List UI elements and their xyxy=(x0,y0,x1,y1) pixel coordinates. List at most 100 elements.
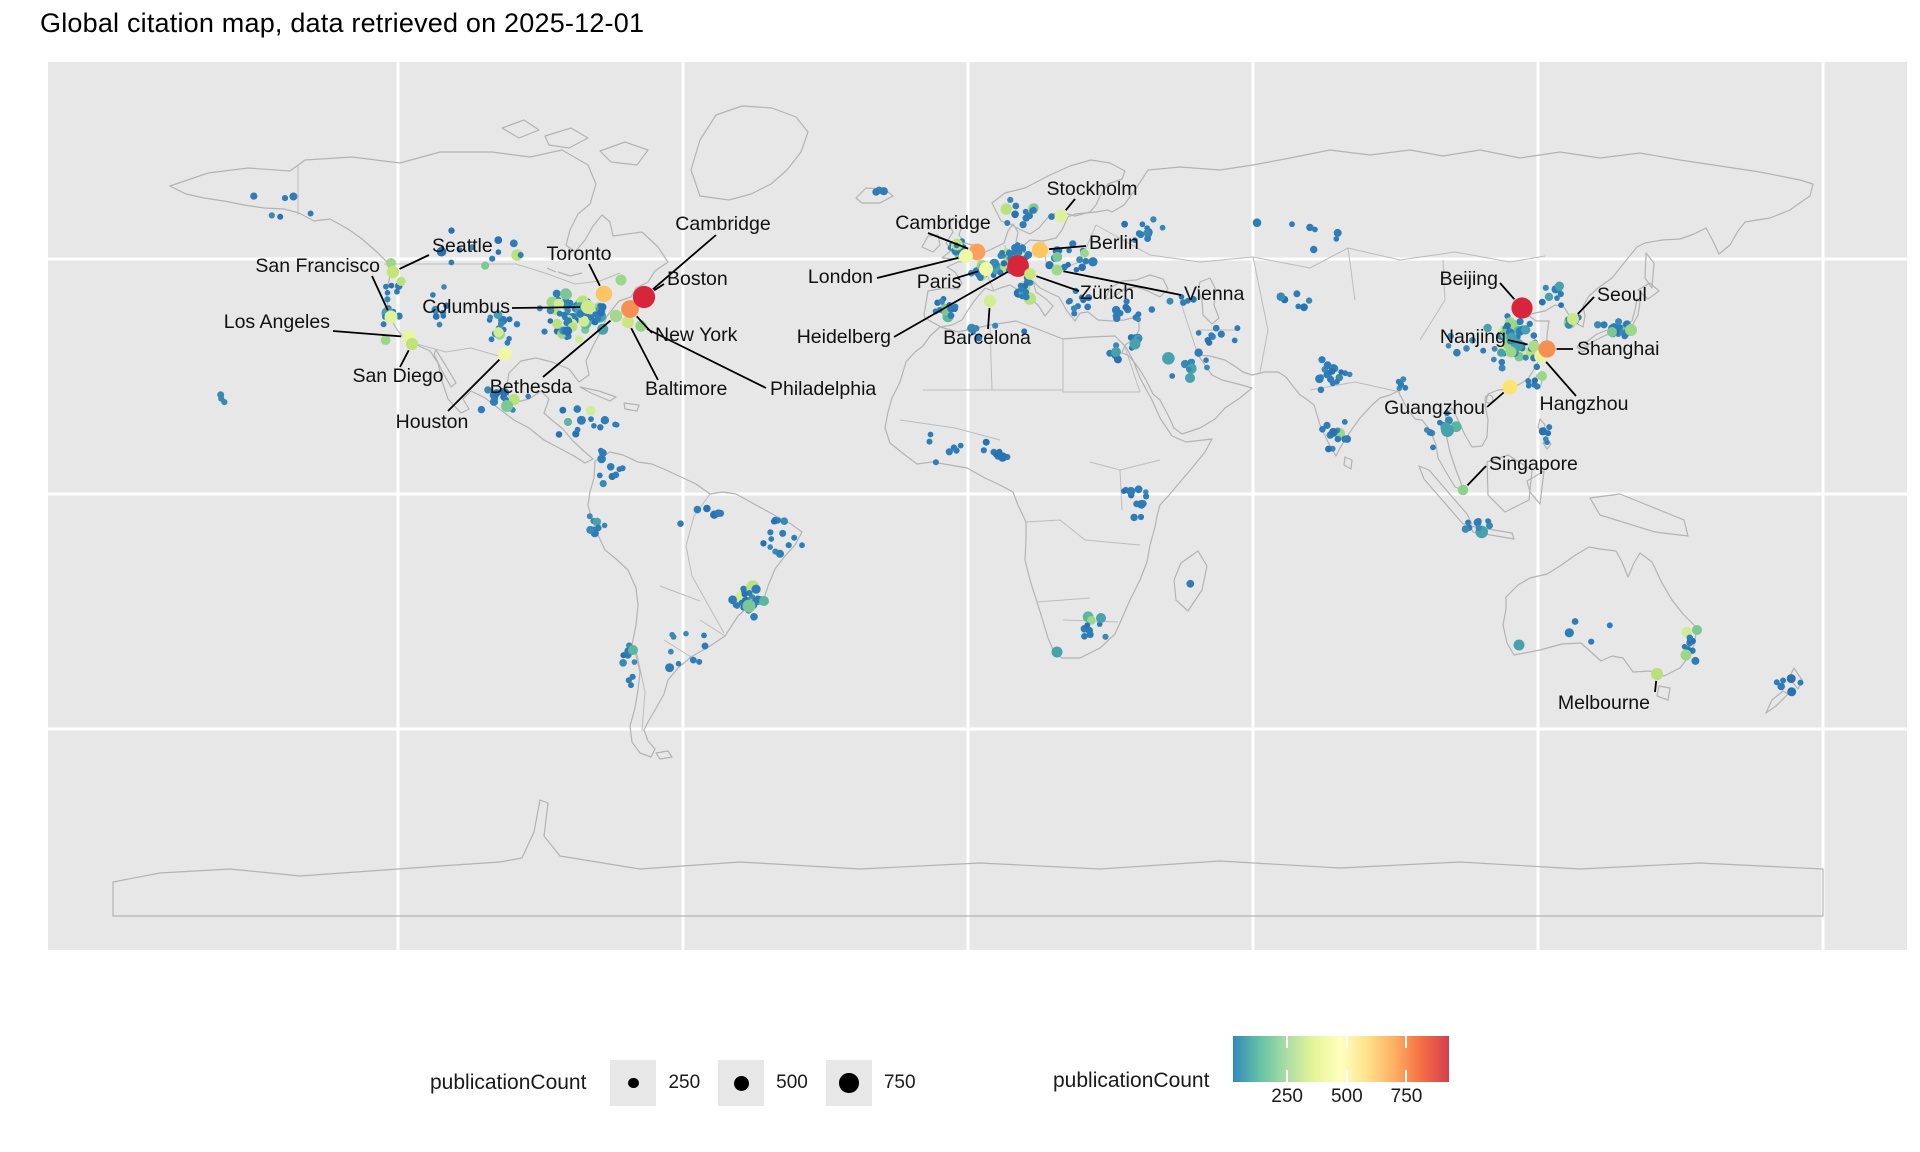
data-point-eastern-europe xyxy=(1069,240,1077,248)
data-point-alaska xyxy=(307,210,314,217)
data-point-japan xyxy=(1621,332,1628,340)
data-point-india-south xyxy=(1341,419,1348,425)
data-point-mexico-city xyxy=(501,400,513,412)
data-point-west-africa xyxy=(945,448,953,456)
data-point-west-africa xyxy=(957,442,964,449)
city-dot-guangzhou xyxy=(1502,379,1518,395)
data-point-brazil-ne xyxy=(799,542,805,549)
data-point-eastern-europe xyxy=(1052,251,1063,262)
data-point-west-africa xyxy=(926,438,933,445)
data-point-china-east xyxy=(1522,354,1529,361)
data-point-central-asia xyxy=(1295,303,1302,310)
city-dot-new-york xyxy=(621,300,639,318)
coast-africa xyxy=(884,320,1213,659)
data-point-central-asia xyxy=(1293,290,1301,298)
data-point-arabian-gulf xyxy=(1203,357,1209,364)
data-point-china-west xyxy=(1445,343,1452,349)
data-point-us-east xyxy=(597,323,609,335)
data-point-australia-east xyxy=(1686,634,1694,641)
coast-sakhalin xyxy=(1644,252,1655,289)
leader-line-paris xyxy=(952,270,979,280)
city-dot-boston xyxy=(632,285,656,309)
data-point-central-asia xyxy=(1300,303,1308,312)
data-point-brazil-ne xyxy=(785,542,792,549)
city-label-houston: Houston xyxy=(396,411,469,433)
data-point-australia-other xyxy=(1606,622,1613,629)
city-label-london: London xyxy=(808,266,873,288)
city-label-cambridge: Cambridge xyxy=(675,213,770,235)
coast-cuba xyxy=(579,386,640,412)
data-point-eastern-europe xyxy=(1080,248,1089,258)
data-point-scandinavia xyxy=(1022,214,1030,222)
data-point-santiago xyxy=(628,645,638,655)
city-dot-barcelona xyxy=(983,294,997,308)
leader-line-zürich xyxy=(1036,275,1080,292)
coast-madagascar xyxy=(1173,550,1208,612)
city-label-melbourne: Melbourne xyxy=(1558,692,1650,714)
data-point-us-central xyxy=(487,314,494,321)
data-point-indonesia xyxy=(1461,525,1470,533)
data-point-brazil-se xyxy=(750,613,758,621)
city-label-seattle: Seattle xyxy=(432,235,493,257)
data-point-east-africa xyxy=(1143,493,1150,500)
data-point-philippines xyxy=(1543,436,1549,442)
coast-indonesia xyxy=(1418,454,1689,540)
data-point-se-asia xyxy=(1430,444,1436,451)
color-legend: publicationCount 250 500 750 xyxy=(1053,1036,1450,1108)
leader-line-stockholm xyxy=(1065,198,1076,211)
size-key-label: 250 xyxy=(668,1072,701,1093)
data-point-argentina xyxy=(701,632,707,639)
data-point-cairo xyxy=(1111,347,1121,357)
gradient-tick-label-500: 500 xyxy=(1330,1086,1363,1107)
leader-line-seattle xyxy=(399,254,430,270)
data-point-china-east xyxy=(1503,322,1511,330)
data-point-mexico xyxy=(525,393,531,400)
data-point-turkey xyxy=(1117,310,1124,317)
coast-baja xyxy=(433,349,457,388)
data-point-france xyxy=(977,274,984,282)
data-point-se-asia xyxy=(1437,419,1443,426)
data-point-canada xyxy=(481,261,490,270)
size-key-250: 250 xyxy=(610,1060,700,1106)
leader-line-vienna xyxy=(1063,270,1182,296)
data-point-canada xyxy=(448,227,455,234)
data-point-canada xyxy=(436,246,447,257)
data-point-india-south xyxy=(1341,435,1349,443)
city-dot-paris xyxy=(979,262,993,276)
data-point-south-africa xyxy=(1084,622,1091,628)
data-point-scandinavia xyxy=(1011,210,1019,219)
size-key-dot xyxy=(839,1073,859,1093)
data-point-balkans-greece xyxy=(1071,310,1078,317)
data-point-us-east xyxy=(547,318,554,324)
data-point-china-ne xyxy=(1538,298,1546,306)
city-dot-baltimore xyxy=(622,316,634,328)
data-point-brazil-ne xyxy=(776,549,784,558)
city-label-heidelberg: Heidelberg xyxy=(797,326,891,348)
data-point-caucasus xyxy=(1180,299,1187,306)
leader-line-london xyxy=(876,257,959,279)
data-point-west-africa xyxy=(950,444,958,451)
data-point-new-zealand xyxy=(1786,674,1796,684)
data-point-alaska xyxy=(250,192,258,200)
data-point-caucasus xyxy=(1166,297,1174,305)
data-point-east-africa xyxy=(1126,486,1136,496)
data-point-taipei xyxy=(1537,371,1547,381)
data-point-indonesia xyxy=(1475,524,1482,532)
data-point-us-east xyxy=(588,314,595,321)
leader-line-columbus xyxy=(511,306,581,309)
data-point-brazil-ne xyxy=(770,518,778,525)
city-dot-san-diego xyxy=(405,337,419,351)
data-point-central-america-caribbean xyxy=(588,416,594,422)
data-point-us-east xyxy=(552,289,561,298)
data-point-balkans-greece xyxy=(1085,294,1093,302)
data-point-central-america-caribbean xyxy=(555,431,563,438)
data-point-brazil-se xyxy=(751,584,761,594)
data-point-iran xyxy=(1208,332,1215,339)
data-point-brazil-ne xyxy=(760,540,767,547)
data-point-peru-ecuador xyxy=(592,517,602,526)
data-point-central-europe xyxy=(1010,249,1018,256)
leader-line-seoul xyxy=(1577,296,1595,315)
data-point-caucasus xyxy=(1190,296,1197,303)
data-point-se-asia xyxy=(1423,427,1430,433)
